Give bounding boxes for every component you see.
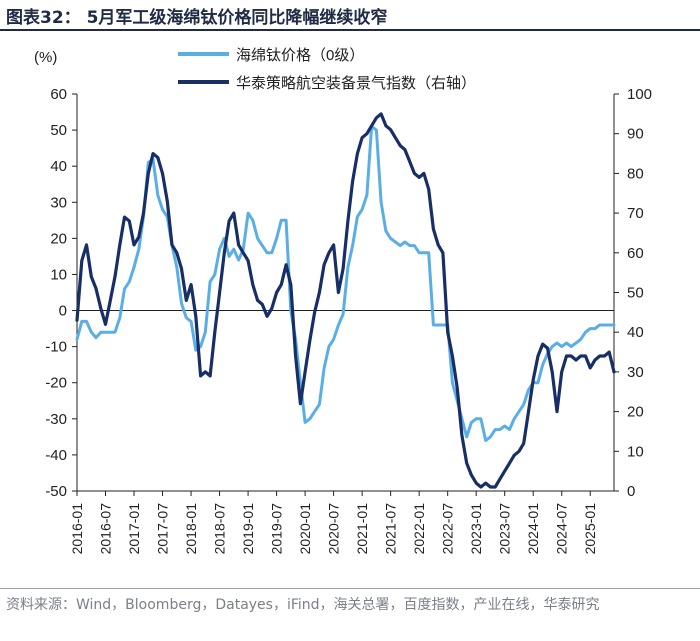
x-tick-label: 2021-01 <box>354 503 370 555</box>
right-tick-label: 40 <box>627 324 644 341</box>
right-tick-label: 30 <box>627 364 644 381</box>
x-tick-label: 2021-07 <box>383 503 399 555</box>
left-axis-unit-label: (%) <box>34 49 57 66</box>
source-note: 资料来源：Wind，Bloomberg，Datayes，iFind，海关总署，百… <box>6 597 600 613</box>
left-tick-label: -10 <box>45 339 67 356</box>
x-tick-label: 2022-01 <box>411 503 427 555</box>
left-tick-label: 10 <box>50 266 67 283</box>
right-tick-label: 20 <box>627 404 644 421</box>
left-tick-label: -30 <box>45 411 67 428</box>
x-tick-label: 2024-07 <box>554 503 570 555</box>
right-tick-label: 10 <box>627 443 644 460</box>
left-tick-label: -20 <box>45 375 67 392</box>
left-tick-label: 50 <box>50 122 67 139</box>
chart-title: 图表32： 5月军工级海绵钛价格同比降幅继续收窄 <box>6 8 388 28</box>
x-tick-label: 2019-07 <box>269 503 285 555</box>
footer-divider <box>0 588 700 589</box>
series-line-sponge-titanium-price <box>75 125 616 442</box>
left-tick-label: -40 <box>45 447 67 464</box>
x-tick-label: 2023-07 <box>497 503 513 555</box>
right-tick-label: 90 <box>627 126 644 143</box>
left-tick-label: -50 <box>45 483 67 500</box>
x-tick-label: 2017-01 <box>126 503 142 555</box>
left-tick-label: 40 <box>50 158 67 175</box>
x-tick-label: 2018-07 <box>212 503 228 555</box>
x-tick-label: 2024-01 <box>525 503 541 555</box>
left-tick-label: 60 <box>50 86 67 103</box>
x-tick-label: 2016-07 <box>98 503 114 555</box>
series-line-aviation-equipment-index <box>75 112 616 489</box>
right-tick-label: 0 <box>627 483 635 500</box>
x-tick-label: 2017-07 <box>155 503 171 555</box>
x-tick-label: 2018-01 <box>183 503 199 555</box>
right-tick-label: 60 <box>627 245 644 262</box>
x-tick-label: 2025-01 <box>582 503 598 555</box>
title-divider <box>0 29 700 31</box>
right-tick-label: 100 <box>627 86 652 103</box>
x-tick-label: 2020-01 <box>297 503 313 555</box>
legend-label-aviation-equipment-index: 华泰策略航空装备景气指数（右轴） <box>236 75 476 92</box>
x-tick-label: 2020-07 <box>326 503 342 555</box>
right-tick-label: 70 <box>627 205 644 222</box>
line-chart: (%)6050403020100-10-20-30-40-50100908070… <box>34 47 652 555</box>
x-tick-label: 2016-01 <box>69 503 85 555</box>
left-tick-label: 30 <box>50 194 67 211</box>
left-tick-label: 20 <box>50 230 67 247</box>
legend-label-sponge-titanium-price: 海绵钛价格（0级） <box>236 47 364 64</box>
x-tick-label: 2023-01 <box>468 503 484 555</box>
x-tick-label: 2019-01 <box>240 503 256 555</box>
x-tick-label: 2022-07 <box>440 503 456 555</box>
right-tick-label: 50 <box>627 285 644 302</box>
left-tick-label: 0 <box>59 303 67 320</box>
right-tick-label: 80 <box>627 165 644 182</box>
